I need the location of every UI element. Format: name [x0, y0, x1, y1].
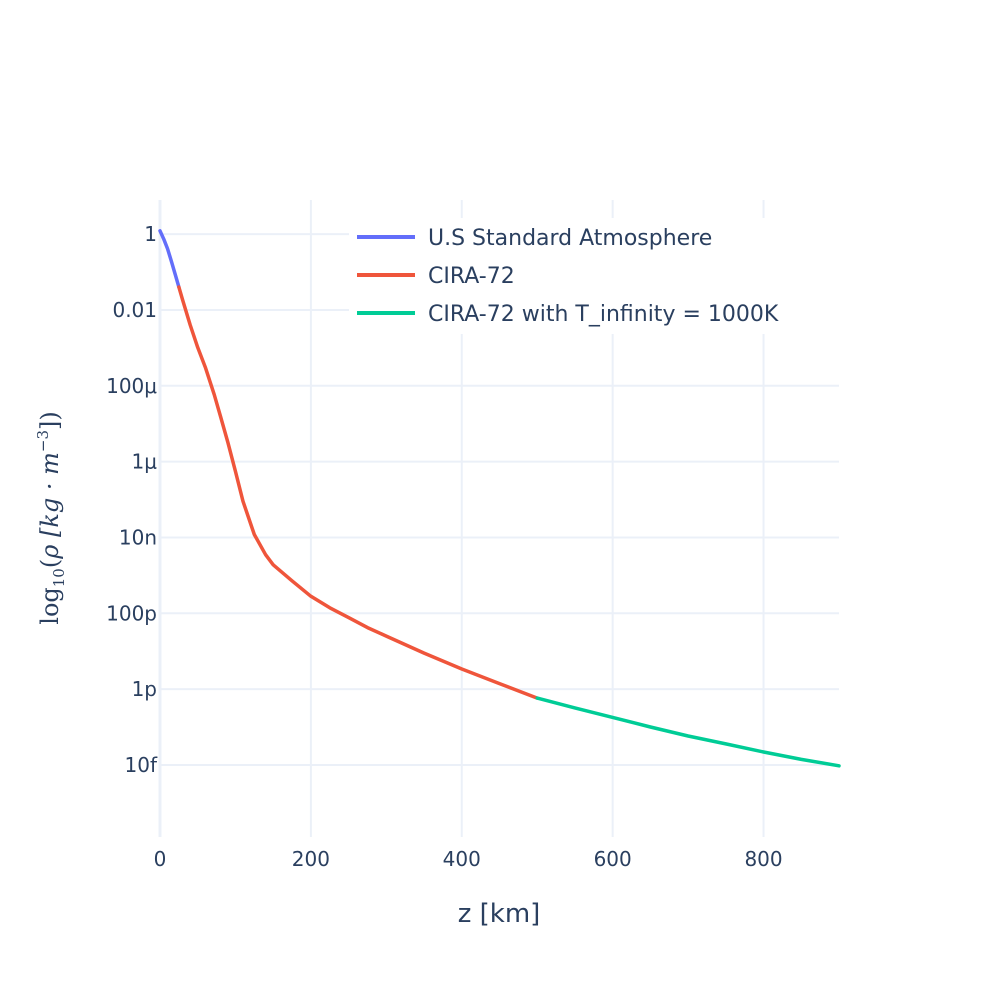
y-axis-title-sub: 10	[50, 568, 68, 587]
series-line-2	[177, 285, 539, 700]
legend[interactable]: U.S Standard Atmosphere CIRA-72 CIRA-72 wi…	[349, 218, 839, 334]
y-tick-label: 1μ	[132, 450, 158, 474]
y-tick-label: 10f	[125, 753, 158, 777]
x-tick-label: 200	[292, 847, 330, 871]
series-line-1	[158, 229, 181, 289]
data-series	[158, 229, 841, 768]
x-axis-title: z [km]	[458, 899, 541, 929]
y-tick-label: 100μ	[106, 374, 157, 398]
x-tick-label: 400	[443, 847, 481, 871]
y-axis-title-func: log	[36, 587, 64, 625]
x-tick-label: 600	[594, 847, 632, 871]
y-tick-label: 10n	[119, 525, 157, 549]
y-axis-title: log10(ρ [kg · m−3])	[34, 411, 68, 624]
y-tick-label: 100p	[106, 601, 157, 625]
x-tick-labels: 0 200 400 600 800	[154, 847, 783, 871]
y-axis-title-close: ])	[36, 411, 64, 430]
x-tick-label: 800	[744, 847, 782, 871]
legend-item[interactable]: CIRA-72	[357, 264, 515, 289]
y-tick-label: 1	[144, 222, 157, 246]
legend-item[interactable]: U.S Standard Atmosphere	[357, 226, 712, 251]
legend-label: U.S Standard Atmosphere	[428, 226, 712, 251]
series-line-3	[535, 696, 841, 768]
x-tick-label: 0	[154, 847, 167, 871]
y-axis-title-open: (	[36, 559, 64, 568]
legend-label: CIRA-72	[428, 264, 515, 289]
y-tick-labels: 1 0.01 100μ 1μ 10n 100p 1p 10f	[106, 222, 158, 777]
legend-background	[349, 218, 839, 334]
y-axis-title-sup: −3	[34, 430, 52, 452]
legend-label: CIRA-72 with T_infinity = 1000K	[428, 302, 779, 327]
y-tick-label: 0.01	[112, 298, 157, 322]
y-axis-title-body: ρ [kg · m	[36, 452, 64, 560]
y-tick-label: 1p	[132, 677, 157, 701]
legend-item[interactable]: CIRA-72 with T_infinity = 1000K	[357, 302, 779, 327]
